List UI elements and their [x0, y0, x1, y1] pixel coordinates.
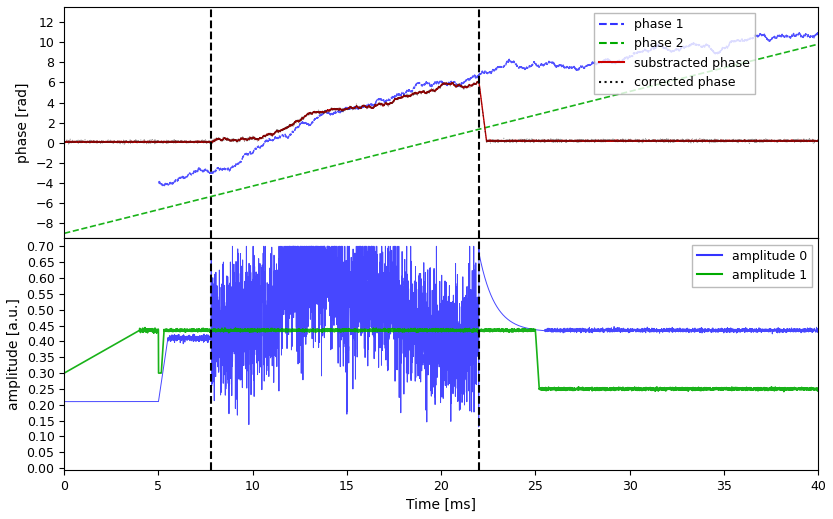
X-axis label: Time [ms]: Time [ms] — [407, 498, 476, 512]
Y-axis label: amplitude [a.u.]: amplitude [a.u.] — [7, 298, 21, 410]
Legend: amplitude 0, amplitude 1: amplitude 0, amplitude 1 — [691, 244, 812, 287]
Legend: phase 1, phase 2, substracted phase, corrected phase: phase 1, phase 2, substracted phase, cor… — [595, 13, 756, 94]
Y-axis label: phase [rad]: phase [rad] — [17, 83, 31, 163]
